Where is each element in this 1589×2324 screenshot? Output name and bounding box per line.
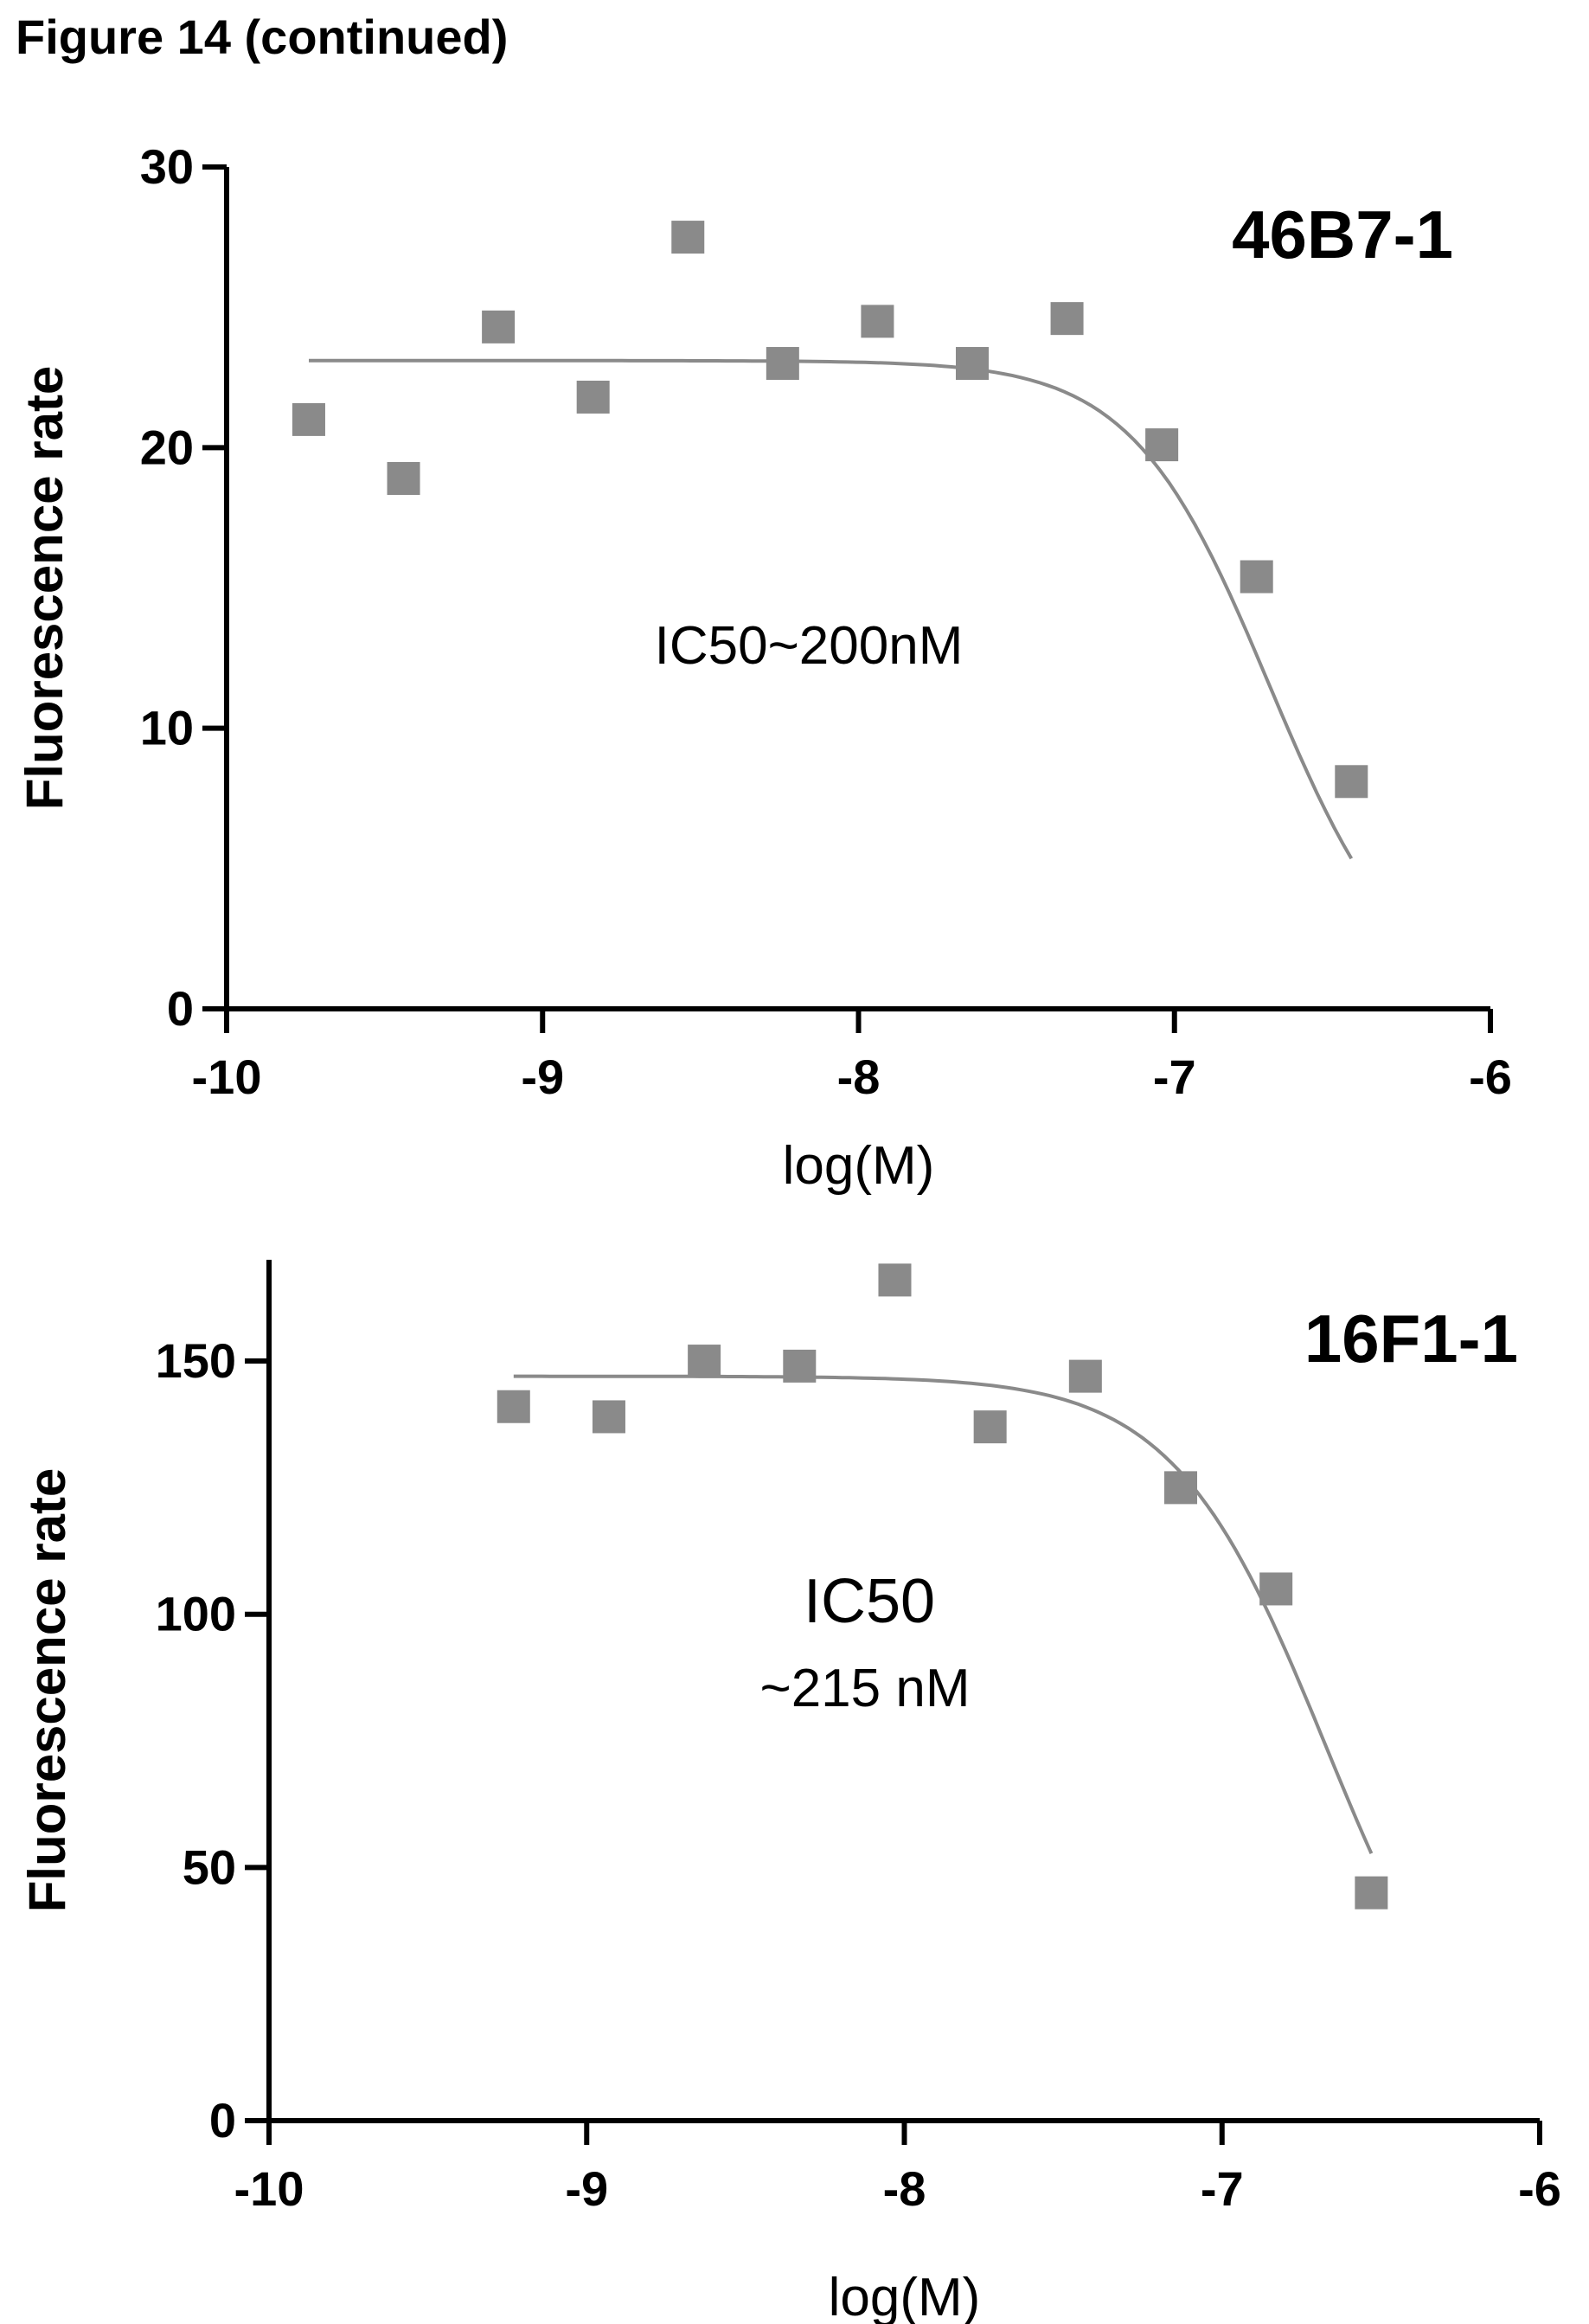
x-tick-label: -7 [1201, 2161, 1244, 2216]
y-tick-label: 0 [167, 981, 194, 1036]
data-point [1068, 1359, 1102, 1393]
chart-title: 46B7-1 [1232, 196, 1453, 273]
data-point [1259, 1572, 1293, 1606]
x-tick-label: -8 [837, 1050, 881, 1104]
data-point [973, 1410, 1007, 1444]
fit-curve [309, 358, 1354, 860]
y-tick-label: 50 [183, 1839, 236, 1894]
x-tick-label: -6 [1469, 1050, 1512, 1104]
chart-46b7-1: 0 10 20 30 -10 -9 -8 -7 -6 log(M) Fluorescence rat… [16, 139, 1512, 1196]
data-point [1145, 428, 1179, 462]
x-tick-label: -7 [1153, 1050, 1196, 1104]
x-tick-label: -9 [565, 2161, 608, 2216]
data-point [387, 462, 420, 496]
data-point [878, 1263, 912, 1297]
y-axis-label: Fluorescence rate [16, 366, 74, 811]
y-tick-label: 100 [156, 1587, 236, 1641]
y-tick-label: 0 [209, 2093, 236, 2147]
ic50-annotation-line: ~215 nM [759, 1659, 970, 1718]
fit-curve [513, 1374, 1374, 1855]
chart-title: 16F1-1 [1304, 1300, 1518, 1377]
data-point [497, 1390, 530, 1423]
chart-16f1-1: 0 50 100 150 -10 -9 -8 -7 -6 log(M) Fluorescence r… [18, 1260, 1561, 2324]
data-point [1050, 302, 1084, 336]
y-axis-label: Fluorescence rate [18, 1468, 76, 1913]
x-axis-label: log(M) [783, 1136, 935, 1196]
ic50-annotation-line: IC50 [804, 1567, 935, 1636]
y-tick-label: 10 [140, 701, 194, 755]
x-tick-label: -10 [234, 2161, 304, 2216]
data-point [1355, 1876, 1388, 1910]
data-point [783, 1349, 817, 1383]
data-point [671, 221, 705, 254]
data-point [1335, 765, 1368, 799]
x-tick-label: -6 [1518, 2161, 1561, 2216]
ic50-annotation: IC50~200nM [655, 616, 964, 676]
data-point [861, 305, 894, 338]
data-point [292, 402, 325, 436]
data-point [1164, 1471, 1198, 1505]
y-tick-label: 30 [140, 139, 194, 194]
data-point [482, 310, 516, 343]
x-tick-label: -10 [192, 1050, 262, 1104]
data-point [766, 347, 799, 381]
x-tick-label: -8 [883, 2161, 926, 2216]
x-axis-label: log(M) [829, 2268, 981, 2324]
data-point [576, 380, 610, 414]
y-tick-label: 20 [140, 420, 194, 474]
data-point [955, 347, 989, 381]
y-tick-label: 150 [156, 1333, 236, 1388]
data-point [1240, 560, 1273, 594]
data-point [688, 1345, 721, 1378]
figure-heading: Figure 14 (continued) [16, 10, 509, 64]
x-tick-label: -9 [521, 1050, 564, 1104]
data-point [592, 1400, 625, 1434]
